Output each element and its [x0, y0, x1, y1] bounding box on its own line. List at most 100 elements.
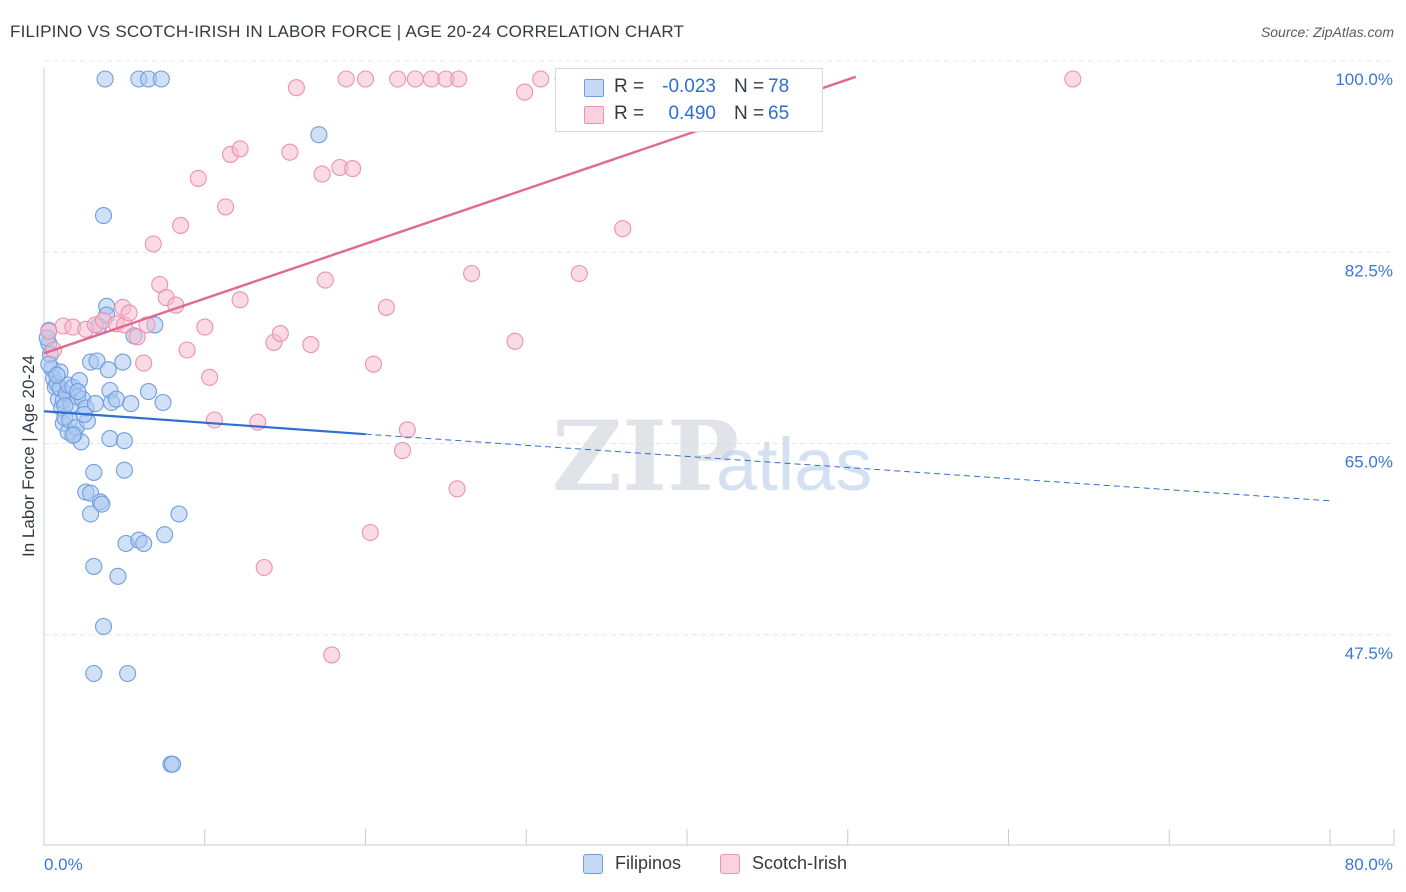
y-axis-title: In Labor Force | Age 20-24: [19, 355, 38, 557]
scotch-irish-point: [178, 341, 196, 359]
filipinos-legend-label: Filipinos: [615, 853, 682, 873]
filipinos-trend-projection: [365, 433, 1331, 502]
filipinos-point: [69, 383, 87, 401]
filipinos-point: [48, 366, 66, 384]
filipinos-point: [154, 393, 172, 412]
filipinos-point: [101, 430, 119, 448]
scotch-irish-point: [281, 143, 299, 161]
scotch-irish-point: [196, 318, 214, 336]
stats-legend: R = -0.023 N = 78 R = 0.490 N = 65: [555, 68, 823, 132]
n-value-filipinos: 78: [768, 76, 790, 97]
scotch-irish-point: [205, 411, 223, 429]
filipinos-legend-swatch: [583, 854, 603, 874]
scotch-irish-point: [398, 421, 416, 439]
filipinos-swatch: [584, 79, 604, 97]
axis-labels: 100.0% 82.5% 65.0% 47.5% 0.0% 80.0%: [44, 70, 1393, 874]
filipinos-point: [156, 526, 174, 544]
scotch-irish-point: [231, 140, 249, 158]
scotch-irish-point: [128, 328, 146, 346]
scotch-irish-point: [344, 160, 362, 178]
watermark-zip: ZIP: [552, 400, 739, 513]
scotch-irish-swatch: [584, 106, 604, 124]
y-tick-label: 100.0%: [1335, 70, 1393, 89]
filipinos-point: [94, 617, 113, 636]
filipinos-point: [115, 432, 133, 450]
filipinos-point: [64, 426, 82, 444]
scotch-irish-point: [172, 216, 190, 234]
filipinos-point: [85, 463, 103, 481]
filipinos-point: [170, 505, 188, 523]
scotch-irish-point: [287, 79, 305, 97]
scotch-irish-point: [255, 558, 273, 577]
filipinos-point: [94, 207, 113, 225]
scotch-irish-point: [201, 368, 219, 386]
filipinos-point: [122, 395, 140, 413]
filipinos-point: [93, 495, 111, 513]
scotch-irish-point: [389, 70, 407, 88]
scotch-irish-point: [144, 235, 162, 253]
watermark-atlas: atlas: [716, 423, 872, 506]
filipinos-point: [99, 361, 117, 379]
n-label: N =: [734, 103, 765, 124]
scotch-irish-point: [516, 83, 534, 101]
x-tick-label: 0.0%: [44, 855, 83, 874]
scotch-irish-legend-label: Scotch-Irish: [752, 853, 848, 873]
filipinos-point: [152, 70, 170, 88]
scotch-irish-point: [448, 480, 466, 498]
scotch-irish-point: [231, 291, 249, 309]
scotch-irish-point: [406, 70, 424, 88]
scotch-irish-point: [313, 165, 331, 183]
filipinos-point: [85, 557, 103, 575]
filipinos-point: [135, 534, 153, 553]
gridlines: [44, 60, 1394, 636]
n-label: N =: [734, 76, 765, 97]
filipinos-point: [107, 390, 125, 408]
scotch-irish-point: [316, 271, 334, 289]
scotch-irish-point: [506, 332, 524, 350]
scotch-irish-point: [1064, 70, 1082, 88]
scotch-irish-legend-swatch: [720, 854, 740, 874]
scotch-irish-point: [570, 264, 588, 283]
watermark: ZIP atlas: [552, 400, 872, 513]
scotch-irish-point: [302, 336, 320, 354]
filipinos-point: [109, 567, 127, 585]
filipinos-point: [82, 505, 100, 523]
scotch-irish-point: [356, 70, 375, 88]
source-credit: Source: ZipAtlas.com: [1260, 24, 1394, 40]
scotch-irish-point: [614, 220, 632, 238]
scotch-irish-point: [364, 355, 383, 373]
data-points: [38, 70, 1082, 773]
filipinos-point: [88, 352, 106, 370]
r-value-scotch-irish: 0.490: [668, 103, 716, 124]
x-tick-label: 80.0%: [1345, 855, 1393, 874]
r-label: R =: [614, 103, 645, 124]
legend-row-scotch-irish: R = 0.490 N = 65: [556, 100, 822, 128]
chart-title: FILIPINO VS SCOTCH-IRISH IN LABOR FORCE …: [10, 22, 685, 41]
legend-row-filipinos: R = -0.023 N = 78: [556, 73, 822, 101]
scotch-irish-point: [337, 70, 355, 88]
y-tick-label: 65.0%: [1345, 453, 1393, 472]
scotch-irish-point: [463, 264, 481, 283]
scotch-irish-point: [138, 316, 156, 334]
scotch-irish-point: [422, 70, 440, 88]
r-value-filipinos: -0.023: [662, 76, 716, 97]
scotch-irish-point: [217, 198, 235, 216]
filipinos-point: [114, 353, 132, 371]
scotch-irish-point: [377, 298, 395, 316]
axis-ticks: [43, 829, 1395, 845]
scotch-irish-point: [135, 354, 153, 372]
n-value-scotch-irish: 65: [768, 103, 790, 124]
series-legend: Filipinos Scotch-Irish: [0, 852, 1406, 876]
filipinos-point: [139, 383, 158, 401]
filipinos-point: [85, 664, 103, 683]
filipinos-point: [119, 664, 137, 683]
scotch-irish-point: [361, 523, 379, 542]
scotch-irish-point: [120, 304, 138, 322]
filipinos-trend-line: [43, 410, 366, 436]
filipinos-point: [96, 70, 114, 88]
scotch-irish-point: [450, 70, 468, 88]
filipinos-point: [310, 126, 328, 144]
filipinos-point: [164, 755, 182, 773]
scotch-irish-point: [40, 322, 58, 340]
